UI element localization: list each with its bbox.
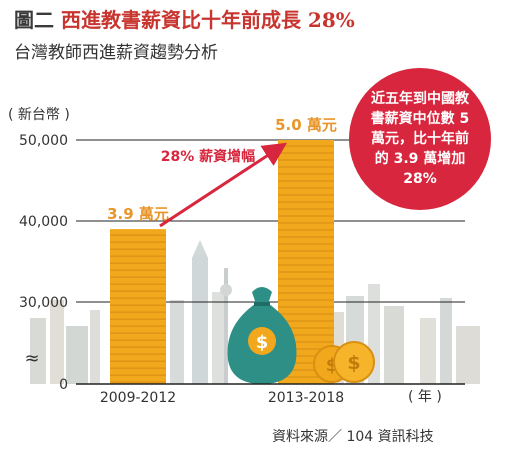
x-tick-label: 2013-2018 [268,390,344,406]
value-label: 3.9 萬元 [107,205,169,223]
money-bag-icon: $ [227,287,297,384]
bar [110,229,166,384]
y-tick-labels: 0 30,000 40,000 50,000 [19,133,68,393]
y-tick-label: 40,000 [19,214,68,230]
value-label: 5.0 萬元 [275,116,337,134]
x-tick-labels: 2009-2012 2013-2018 [100,390,344,406]
svg-text:$: $ [347,352,360,374]
y-tick-label: 50,000 [19,133,68,149]
figure-label: 圖二 [14,8,54,32]
callout-text: 近五年到中國教書薪資中位數 5 萬元，比十年前的 3.9 萬增加 28% [370,91,470,187]
bar-coin-stack [110,229,166,384]
axis-break-symbol: ≈ [24,348,39,369]
figure-title: 圖二 西進教書薪資比十年前成長 28% [14,4,355,33]
figure-title-text: 西進教書薪資比十年前成長 28% [60,8,355,32]
y-tick-label: 30,000 [19,295,68,311]
figure-subtitle: 台灣教師西進薪資趨勢分析 [14,43,218,63]
growth-annotation: 28% 薪資增幅 [161,148,255,165]
source-note: 資料來源／ 104 資訊科技 [272,429,434,445]
x-tick-label: 2009-2012 [100,390,176,406]
highlight-callout: 近五年到中國教書薪資中位數 5 萬元，比十年前的 3.9 萬增加 28% [349,68,491,210]
value-labels: 3.9 萬元 5.0 萬元 [107,116,337,223]
growth-arrow [159,142,288,228]
coins-icon: $ $ [313,341,375,383]
y-axis-label: ( 新台幣 ) [8,107,70,123]
x-axis-label: ( 年 ) [408,389,442,405]
svg-text:$: $ [256,332,269,353]
y-tick-label: 0 [59,377,68,393]
